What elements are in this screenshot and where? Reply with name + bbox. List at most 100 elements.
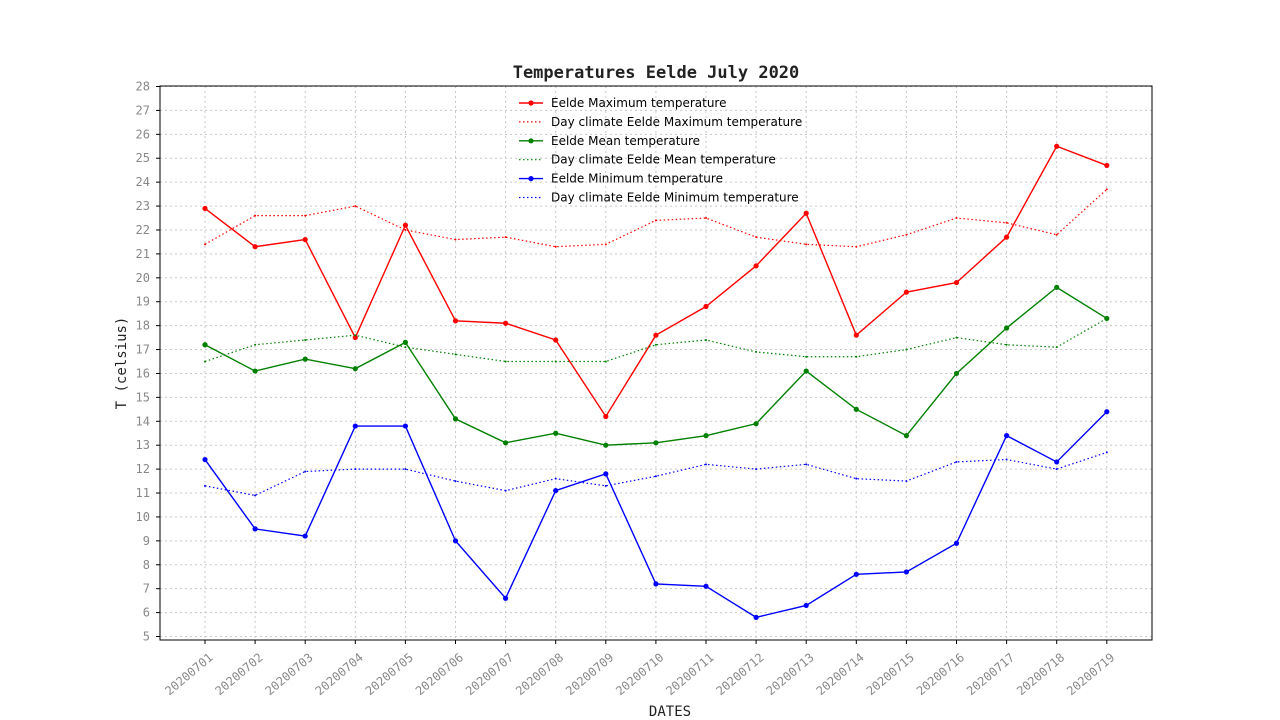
legend-label: Day climate Eelde Mean temperature bbox=[551, 153, 776, 167]
legend-entry: Day climate Eelde Mean temperature bbox=[519, 153, 776, 167]
legend-label: Eelde Minimum temperature bbox=[551, 172, 723, 186]
legend: Eelde Maximum temperature Day climate Eel… bbox=[519, 96, 802, 205]
data-point bbox=[1104, 409, 1110, 415]
data-point bbox=[853, 571, 859, 577]
data-point bbox=[402, 222, 408, 228]
data-point bbox=[354, 334, 357, 337]
data-point bbox=[1005, 221, 1008, 224]
y-tick-label: 11 bbox=[136, 486, 150, 500]
data-point bbox=[855, 355, 858, 358]
y-tick-label: 6 bbox=[143, 606, 150, 620]
x-tick-label: 20200702 bbox=[212, 650, 265, 698]
data-point bbox=[402, 423, 408, 429]
data-point bbox=[1055, 468, 1058, 471]
legend-label: Eelde Maximum temperature bbox=[551, 96, 726, 110]
data-point bbox=[803, 210, 809, 216]
data-point bbox=[1055, 233, 1058, 236]
data-point bbox=[554, 360, 557, 363]
data-point bbox=[304, 470, 307, 473]
legend-entry: Eelde Maximum temperature bbox=[519, 96, 726, 110]
y-tick-label: 21 bbox=[136, 247, 150, 261]
data-point bbox=[504, 236, 507, 239]
data-point bbox=[553, 337, 559, 343]
x-tick-label: 20200703 bbox=[263, 650, 316, 698]
y-tick-label: 27 bbox=[136, 103, 150, 117]
x-axis-label: DATES bbox=[649, 704, 691, 720]
x-tick-label: 20200705 bbox=[363, 650, 416, 698]
grid-layer bbox=[160, 86, 1152, 640]
data-point bbox=[955, 460, 958, 463]
data-point bbox=[853, 406, 859, 412]
y-tick-label: 25 bbox=[136, 151, 150, 165]
data-point bbox=[1054, 459, 1060, 465]
data-point bbox=[204, 243, 206, 246]
x-tick-label: 20200716 bbox=[914, 650, 967, 698]
y-tick-label: 16 bbox=[136, 366, 150, 380]
data-point bbox=[654, 343, 657, 346]
data-point bbox=[955, 336, 958, 339]
data-point bbox=[1105, 188, 1108, 191]
data-point bbox=[553, 488, 559, 494]
data-point bbox=[1055, 346, 1058, 349]
data-point bbox=[603, 442, 609, 448]
x-tick-label: 20200715 bbox=[864, 650, 917, 698]
data-point bbox=[953, 540, 960, 546]
data-point bbox=[553, 430, 559, 436]
x-tick-label: 20200719 bbox=[1064, 650, 1117, 698]
data-point bbox=[1105, 451, 1108, 454]
y-tick-label: 8 bbox=[143, 558, 150, 572]
data-point bbox=[1004, 433, 1010, 439]
data-point bbox=[503, 320, 509, 326]
data-point bbox=[654, 219, 657, 222]
y-tick-label: 12 bbox=[136, 462, 150, 476]
x-tick-label: 20200701 bbox=[162, 650, 215, 698]
legend-label: Eelde Mean temperature bbox=[551, 134, 700, 148]
legend-label: Day climate Eelde Maximum temperature bbox=[551, 115, 802, 129]
data-point bbox=[252, 368, 258, 374]
y-tick-label: 5 bbox=[143, 630, 150, 644]
data-point bbox=[352, 423, 358, 429]
data-point bbox=[1054, 143, 1060, 149]
y-tick-label: 18 bbox=[136, 319, 150, 333]
data-point bbox=[653, 581, 659, 587]
data-point bbox=[855, 245, 858, 248]
x-tick-label: 20200710 bbox=[613, 650, 666, 698]
legend-entry: Day climate Eelde Maximum temperature bbox=[519, 115, 802, 129]
data-point bbox=[755, 350, 758, 353]
data-point bbox=[855, 477, 858, 480]
data-point bbox=[352, 334, 358, 341]
series-line bbox=[204, 317, 1108, 363]
y-tick-label: 7 bbox=[143, 582, 150, 596]
y-tick-label: 9 bbox=[143, 534, 150, 548]
series-layer bbox=[202, 143, 1110, 620]
y-tick-label: 26 bbox=[136, 127, 150, 141]
data-point bbox=[302, 236, 308, 243]
data-point bbox=[755, 236, 758, 239]
legend-entry: Day climate Eelde Minimum temperature bbox=[519, 191, 799, 205]
data-point bbox=[953, 279, 960, 286]
data-point bbox=[503, 595, 509, 601]
x-tick-label: 20200712 bbox=[713, 650, 766, 698]
x-tick-label: 20200708 bbox=[513, 650, 566, 698]
legend-label: Day climate Eelde Minimum temperature bbox=[551, 191, 799, 205]
data-point bbox=[903, 433, 910, 439]
data-point bbox=[204, 360, 206, 363]
data-point bbox=[705, 217, 707, 220]
data-point bbox=[554, 245, 557, 248]
y-tick-label: 22 bbox=[136, 223, 150, 237]
data-point bbox=[953, 370, 960, 377]
y-tick-label: 13 bbox=[136, 438, 150, 452]
x-tick-label: 20200706 bbox=[413, 650, 466, 698]
y-tick-label: 23 bbox=[136, 199, 150, 213]
data-point bbox=[1004, 234, 1010, 240]
data-point bbox=[604, 484, 607, 487]
data-point bbox=[1005, 458, 1008, 461]
data-point bbox=[254, 494, 257, 497]
data-point bbox=[805, 463, 808, 466]
legend-marker bbox=[528, 100, 534, 106]
y-axis-label: T (celsius) bbox=[114, 317, 130, 410]
data-point bbox=[703, 433, 709, 439]
x-tick-label: 20200714 bbox=[814, 650, 867, 698]
data-point bbox=[753, 263, 759, 269]
data-point bbox=[304, 338, 307, 341]
